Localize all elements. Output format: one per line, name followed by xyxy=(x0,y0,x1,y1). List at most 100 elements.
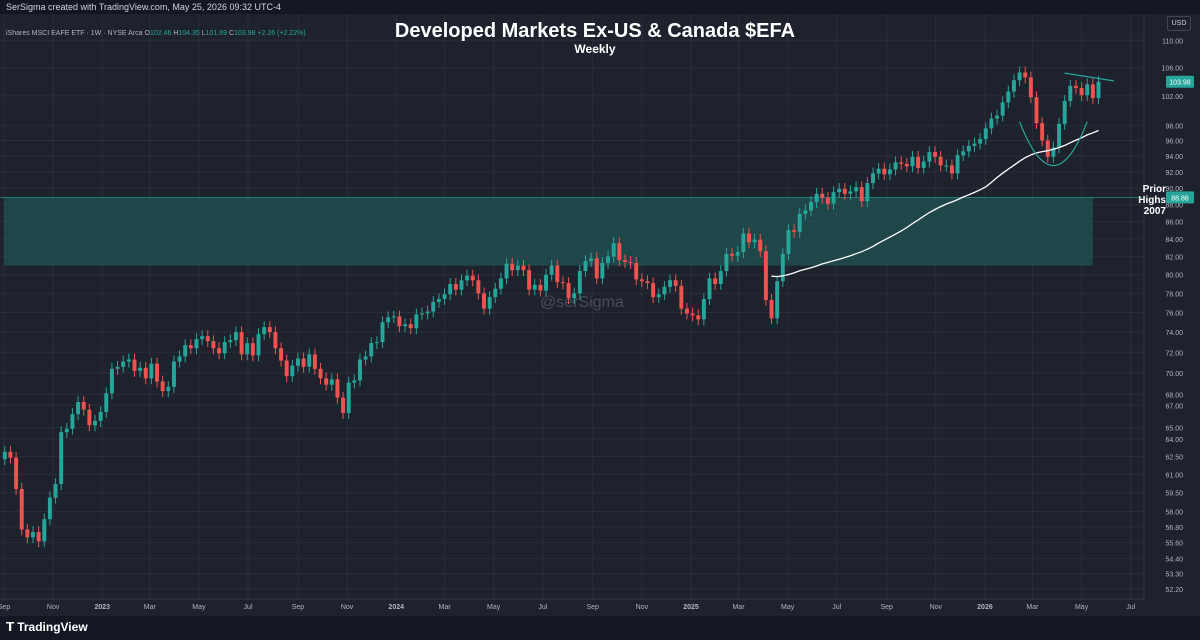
candle-body xyxy=(301,358,306,367)
candle-body xyxy=(1011,80,1016,92)
candle-body xyxy=(837,188,842,193)
candle-body xyxy=(707,278,712,300)
candle-body xyxy=(177,356,182,362)
zone-label-line2: Highs xyxy=(1138,195,1166,206)
candle-body xyxy=(978,138,983,144)
ohlc-open-value: 102.46 xyxy=(149,30,172,37)
candle-body xyxy=(233,332,238,341)
candle-body xyxy=(205,336,210,342)
candle-body xyxy=(848,191,853,194)
x-tick-label: Mar xyxy=(1026,604,1039,611)
candle-body xyxy=(668,280,673,287)
candle-body xyxy=(487,297,492,309)
handle-trendline xyxy=(1064,72,1114,82)
candle-body xyxy=(245,343,250,355)
y-tick-label: 72.00 xyxy=(1165,350,1183,357)
candle-body xyxy=(572,293,577,299)
candle-body xyxy=(115,366,120,369)
candle-body xyxy=(622,260,627,262)
candle-body xyxy=(363,356,368,360)
ohlc-low-label: L xyxy=(201,30,206,37)
candle-body xyxy=(42,519,47,542)
candle-body xyxy=(634,262,639,280)
y-tick-label: 110.00 xyxy=(1162,38,1183,45)
candle-body xyxy=(459,280,464,290)
candle-body xyxy=(1040,123,1045,141)
candle-body xyxy=(865,183,870,202)
candle-body xyxy=(673,280,678,286)
candle-body xyxy=(606,256,611,263)
candle-body xyxy=(921,161,926,168)
candle-body xyxy=(611,243,616,257)
symbol-name: iShares MSCI EAFE ETF · 1W · NYSE Arca xyxy=(6,30,143,37)
candle-body xyxy=(966,145,971,152)
candle-body xyxy=(149,363,154,379)
candle-body xyxy=(521,265,526,271)
candle-body xyxy=(1017,72,1022,81)
candle-body xyxy=(279,348,284,361)
candle-body xyxy=(307,354,312,367)
ohlc-high-label: H xyxy=(173,30,179,37)
candle-body xyxy=(453,284,458,290)
candle-body xyxy=(1096,81,1101,99)
candle-body xyxy=(380,322,385,343)
price-chart[interactable]: 110.00 106.00 102.00 98.00 96.00 94.00 92.00 90… xyxy=(0,14,1200,616)
plot-background xyxy=(0,14,1200,616)
candle-body xyxy=(267,327,272,333)
y-tick-label: 84.00 xyxy=(1165,237,1183,244)
candle-body xyxy=(1057,123,1062,148)
candle-body xyxy=(549,265,554,275)
currency-button[interactable]: USD xyxy=(1167,16,1191,31)
candle-body xyxy=(312,354,317,369)
candle-body xyxy=(352,380,357,383)
x-tick-label: Sep xyxy=(586,604,599,611)
candle-body xyxy=(735,252,740,256)
candle-body xyxy=(758,239,763,252)
x-tick-label: Nov xyxy=(341,604,354,611)
candle-body xyxy=(36,532,41,542)
candle-body xyxy=(803,210,808,214)
price-change: +2.26 (+2.22%) xyxy=(257,30,306,37)
candle-body xyxy=(70,414,75,429)
cup-pattern-curve xyxy=(1019,121,1088,166)
y-tick-label: 106.00 xyxy=(1162,66,1184,73)
ohlc-open-label: O xyxy=(144,30,150,37)
candle-body xyxy=(341,397,346,414)
candle-body xyxy=(1068,85,1073,101)
x-tick-label: 2024 xyxy=(388,604,404,611)
candle-body xyxy=(425,311,430,314)
y-tick-label: 98.00 xyxy=(1165,123,1183,130)
tradingview-logo[interactable]: 𝗧 TradingView xyxy=(6,620,88,634)
candle-body xyxy=(138,367,143,371)
candle-body xyxy=(792,230,797,232)
candle-body xyxy=(628,261,633,263)
chart-area[interactable]: 110.00 106.00 102.00 98.00 96.00 94.00 92.00 90… xyxy=(0,14,1200,616)
candle-body xyxy=(132,359,137,371)
candle-body xyxy=(532,284,537,290)
y-tick-label: 80.00 xyxy=(1165,273,1183,280)
brand-name: TradingView xyxy=(17,620,88,634)
candle-body xyxy=(504,263,509,279)
candle-body xyxy=(369,343,374,357)
candle-body xyxy=(538,284,543,291)
candle-body xyxy=(2,451,7,460)
candle-body xyxy=(53,484,58,498)
x-tick-label: 2025 xyxy=(683,604,699,611)
candle-body xyxy=(510,263,515,271)
x-tick-label: 2026 xyxy=(977,604,993,611)
candle-body xyxy=(250,343,255,356)
tradingview-logo-icon: 𝗧 xyxy=(6,620,14,634)
ohlc-close-value: 103.98 xyxy=(234,30,256,37)
candle-body xyxy=(724,253,729,272)
x-tick-label: 2023 xyxy=(94,604,110,611)
candle-body xyxy=(544,274,548,291)
candle-body xyxy=(831,192,836,204)
candle-body xyxy=(769,300,774,319)
candle-body xyxy=(493,288,498,298)
candle-body xyxy=(93,420,97,426)
candle-body xyxy=(583,261,588,272)
candle-body xyxy=(324,378,329,385)
candle-body xyxy=(19,488,24,530)
candle-body xyxy=(465,275,470,281)
y-tick-label: 74.00 xyxy=(1165,330,1183,337)
